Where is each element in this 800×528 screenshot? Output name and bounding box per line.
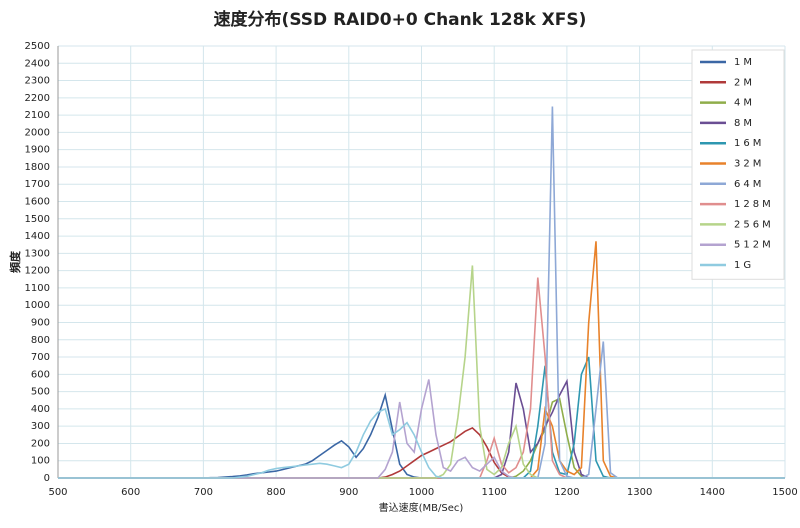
x-axis-label: 書込速度(MB/Sec) bbox=[379, 501, 464, 514]
y-tick-label: 2400 bbox=[25, 58, 50, 69]
y-tick-label: 1500 bbox=[25, 214, 50, 225]
y-tick-label: 800 bbox=[31, 335, 50, 346]
y-tick-label: 2200 bbox=[25, 93, 50, 104]
y-tick-label: 2000 bbox=[25, 127, 50, 138]
x-tick-label: 1300 bbox=[627, 487, 652, 498]
legend-label: 512M bbox=[734, 240, 774, 251]
y-tick-label: 400 bbox=[31, 404, 50, 415]
y-tick-label: 1900 bbox=[25, 145, 50, 156]
y-tick-label: 300 bbox=[31, 421, 50, 432]
x-tick-label: 1500 bbox=[772, 487, 797, 498]
y-axis-label: 頻度 bbox=[8, 250, 22, 273]
y-tick-label: 2300 bbox=[25, 76, 50, 87]
legend-label: 32M bbox=[734, 159, 764, 170]
legend-label: 4M bbox=[734, 98, 755, 109]
x-tick-label: 1400 bbox=[700, 487, 725, 498]
legend-label: 128M bbox=[734, 199, 774, 210]
y-tick-label: 500 bbox=[31, 387, 50, 398]
y-tick-label: 700 bbox=[31, 352, 50, 363]
y-tick-label: 1000 bbox=[25, 300, 50, 311]
x-tick-label: 600 bbox=[121, 487, 140, 498]
x-tick-label: 1100 bbox=[481, 487, 506, 498]
legend-label: 8M bbox=[734, 118, 755, 129]
y-tick-label: 1200 bbox=[25, 266, 50, 277]
y-tick-label: 0 bbox=[44, 473, 50, 484]
legend-label: 16M bbox=[734, 138, 764, 149]
x-tick-label: 700 bbox=[194, 487, 213, 498]
y-tick-label: 1100 bbox=[25, 283, 50, 294]
y-tick-label: 1700 bbox=[25, 179, 50, 190]
y-tick-label: 1300 bbox=[25, 248, 50, 259]
y-tick-label: 100 bbox=[31, 456, 50, 467]
legend-label: 1M bbox=[734, 57, 755, 68]
x-tick-label: 900 bbox=[339, 487, 358, 498]
legend-label: 1G bbox=[734, 260, 754, 271]
legend-label: 256M bbox=[734, 219, 774, 230]
y-tick-label: 2500 bbox=[25, 41, 50, 52]
x-tick-label: 1200 bbox=[554, 487, 579, 498]
x-tick-label: 1000 bbox=[409, 487, 434, 498]
y-tick-label: 600 bbox=[31, 369, 50, 380]
y-tick-label: 900 bbox=[31, 317, 50, 328]
x-tick-label: 800 bbox=[267, 487, 286, 498]
y-tick-label: 200 bbox=[31, 438, 50, 449]
series-line bbox=[58, 407, 785, 479]
y-tick-label: 2100 bbox=[25, 110, 50, 121]
x-tick-label: 500 bbox=[48, 487, 67, 498]
y-tick-label: 1400 bbox=[25, 231, 50, 242]
chart-title: 速度分布(SSD RAID0+0 Chank 128k XFS) bbox=[214, 9, 587, 30]
legend-label: 2M bbox=[734, 77, 755, 88]
y-tick-label: 1800 bbox=[25, 162, 50, 173]
legend-label: 64M bbox=[734, 179, 764, 190]
y-tick-label: 1600 bbox=[25, 197, 50, 208]
